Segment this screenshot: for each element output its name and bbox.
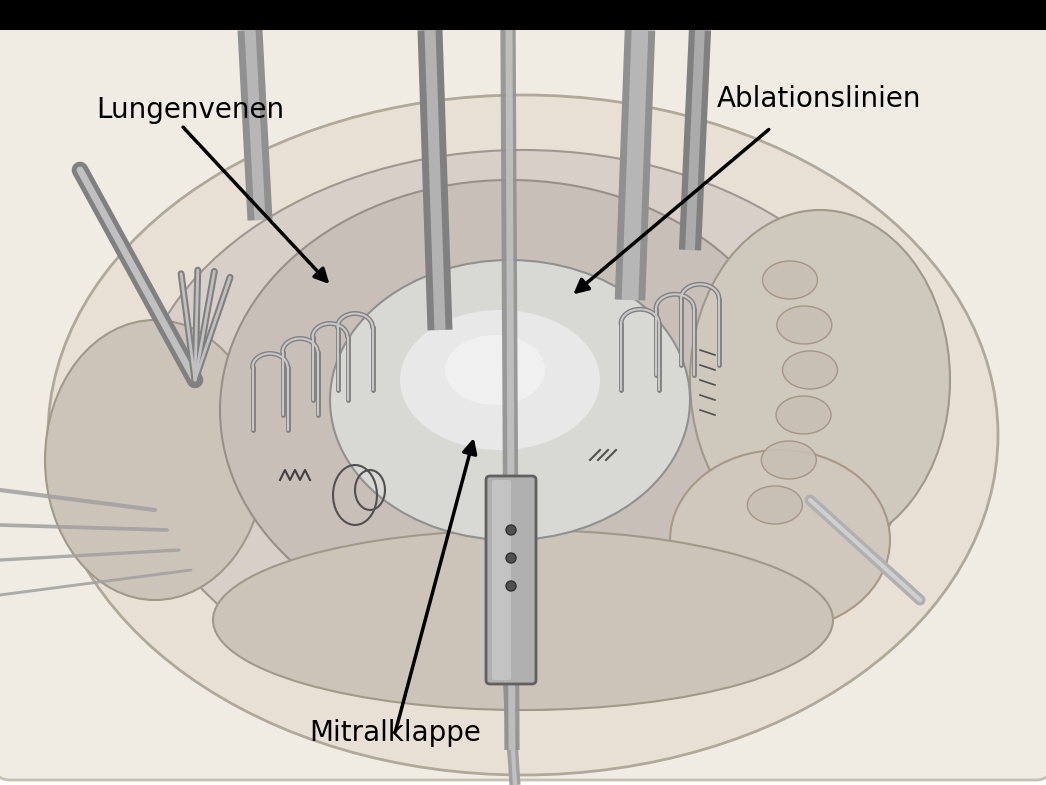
Ellipse shape: [213, 530, 833, 710]
Circle shape: [506, 581, 516, 591]
Ellipse shape: [747, 486, 802, 524]
Ellipse shape: [782, 351, 838, 389]
Ellipse shape: [777, 306, 832, 344]
FancyBboxPatch shape: [492, 480, 511, 680]
Text: Lungenvenen: Lungenvenen: [96, 96, 285, 124]
Circle shape: [506, 553, 516, 563]
Bar: [0, 0, 1046, 30]
Text: Ablationslinien: Ablationslinien: [717, 85, 922, 113]
Ellipse shape: [45, 320, 265, 600]
Ellipse shape: [690, 210, 950, 550]
Ellipse shape: [48, 95, 998, 775]
FancyBboxPatch shape: [0, 20, 1046, 780]
FancyBboxPatch shape: [486, 476, 536, 684]
Text: Mitralklappe: Mitralklappe: [310, 719, 481, 747]
Ellipse shape: [445, 335, 545, 405]
Circle shape: [506, 525, 516, 535]
Ellipse shape: [329, 260, 690, 540]
Ellipse shape: [133, 150, 913, 710]
Ellipse shape: [776, 396, 831, 434]
Ellipse shape: [763, 261, 818, 299]
Ellipse shape: [670, 450, 890, 630]
Ellipse shape: [761, 441, 816, 479]
Ellipse shape: [220, 180, 800, 640]
Ellipse shape: [400, 310, 600, 450]
